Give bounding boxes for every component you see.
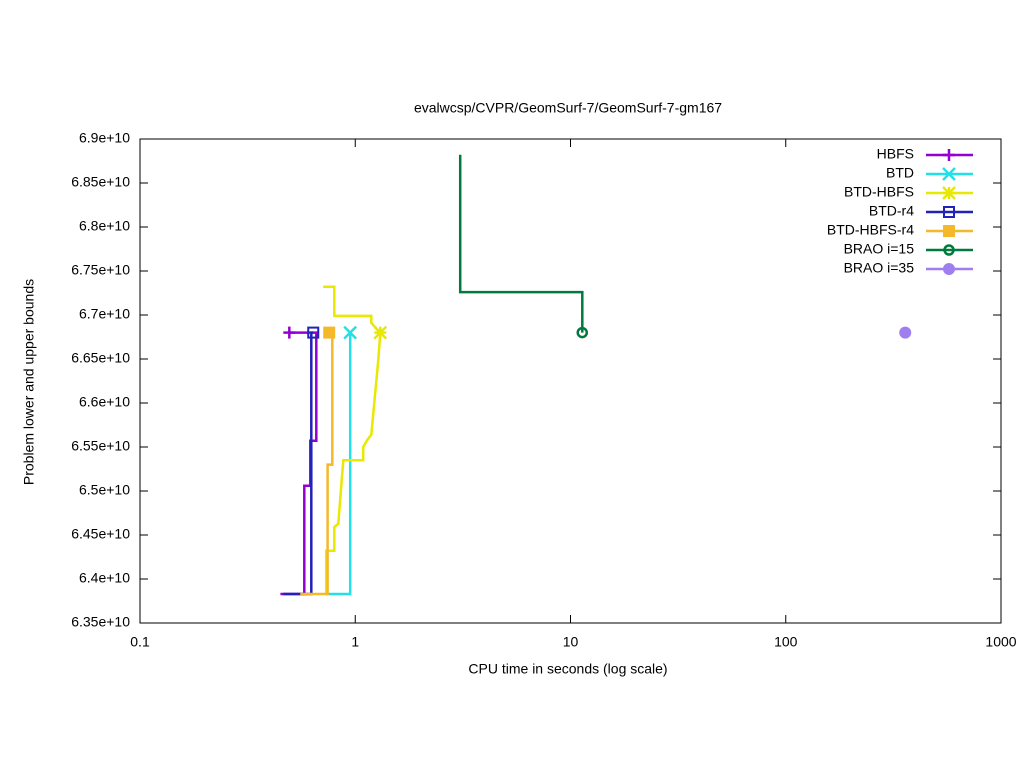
marker	[373, 325, 388, 340]
legend-label: BTD	[886, 165, 914, 181]
marker-shape	[943, 263, 955, 275]
marker-shape	[307, 326, 320, 339]
marker	[576, 326, 589, 339]
x-tick-label: 0.1	[130, 634, 150, 650]
y-axis-label: Problem lower and upper bounds	[21, 279, 37, 485]
y-tick-label: 6.35e+10	[71, 614, 130, 630]
y-tick-label: 6.5e+10	[79, 482, 130, 498]
legend-label: BRAO i=15	[844, 241, 915, 257]
marker	[283, 326, 296, 339]
x-tick-label: 1000	[985, 634, 1016, 650]
x-tick-label: 10	[563, 634, 579, 650]
y-tick-label: 6.7e+10	[79, 306, 130, 322]
marker-stroke	[942, 186, 956, 200]
marker-stroke	[942, 167, 956, 181]
legend-label: BTD-HBFS-r4	[827, 222, 914, 238]
marker-shape	[323, 326, 336, 339]
marker-stroke	[343, 325, 358, 340]
marker	[943, 263, 955, 275]
legend-label: BTD-r4	[869, 203, 914, 219]
series-line	[283, 331, 314, 596]
y-tick-label: 6.75e+10	[71, 262, 130, 278]
marker	[343, 325, 358, 340]
marker	[899, 326, 912, 339]
y-tick-label: 6.4e+10	[79, 570, 130, 586]
x-tick-label: 1	[351, 634, 359, 650]
y-tick-label: 6.65e+10	[71, 350, 130, 366]
series-line	[326, 332, 352, 596]
marker-shape	[576, 326, 589, 339]
marker-shape	[943, 225, 955, 237]
marker-shape	[943, 244, 955, 256]
x-axis-label: CPU time in seconds (log scale)	[468, 661, 667, 677]
marker-stroke	[373, 325, 388, 340]
y-tick-label: 6.8e+10	[79, 218, 130, 234]
marker	[942, 186, 956, 200]
marker-shape	[943, 206, 955, 218]
legend-label: BTD-HBFS	[844, 184, 914, 200]
marker	[942, 167, 956, 181]
marker	[943, 225, 955, 237]
legend-label: BRAO i=35	[844, 260, 915, 276]
marker-shape	[899, 326, 912, 339]
chart-title: evalwcsp/CVPR/GeomSurf-7/GeomSurf-7-gm16…	[414, 100, 722, 116]
y-tick-label: 6.45e+10	[71, 526, 130, 542]
y-tick-label: 6.9e+10	[79, 130, 130, 146]
marker	[943, 206, 955, 218]
marker	[943, 149, 955, 161]
marker	[323, 326, 336, 339]
marker	[307, 326, 320, 339]
x-tick-label: 100	[774, 634, 798, 650]
marker	[943, 244, 955, 256]
legend-label: HBFS	[877, 146, 914, 162]
y-tick-label: 6.85e+10	[71, 174, 130, 190]
y-tick-label: 6.6e+10	[79, 394, 130, 410]
series-line	[458, 154, 584, 333]
y-tick-label: 6.55e+10	[71, 438, 130, 454]
